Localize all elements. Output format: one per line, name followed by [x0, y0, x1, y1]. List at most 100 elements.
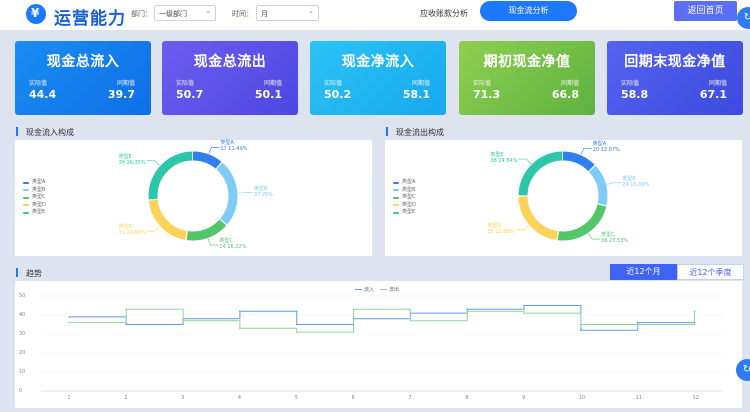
trend-point[interactable] — [523, 304, 525, 307]
slice-label: 类型C 36 23.53% — [601, 232, 628, 244]
donut-slice[interactable] — [148, 151, 238, 241]
kpi-card-total-inflow: 现金总流入 实际值 同期值 44.4 39.7 — [15, 41, 151, 115]
legend-label: 类型E — [32, 209, 46, 215]
legend-item[interactable]: 类型C — [23, 194, 46, 202]
trend-point[interactable] — [182, 319, 184, 322]
trend-point[interactable] — [523, 312, 525, 314]
nav-cashflow[interactable]: 现金流分析 — [480, 1, 577, 21]
trend-point[interactable] — [409, 319, 412, 322]
trend-point[interactable] — [68, 316, 71, 318]
floating-tool-icon[interactable]: ↻ — [737, 7, 750, 29]
nav-receivables[interactable]: 应收账款分析 — [420, 9, 468, 18]
legend-item[interactable]: 类型E — [23, 209, 46, 217]
kpi-period-label: 同期值 — [560, 80, 579, 87]
x-tick-label: 11 — [635, 395, 643, 401]
x-tick-label: 12 — [692, 395, 699, 401]
brand-title: 运营能力 — [54, 9, 126, 29]
kpi-title: 现金净流入 — [341, 54, 415, 70]
kpi-actual-label: 实际值 — [176, 80, 195, 87]
trend-legend-item[interactable]: 流出 — [380, 286, 399, 293]
x-tick-label: 1 — [67, 395, 71, 401]
trend-point[interactable] — [466, 310, 469, 312]
legend-item[interactable]: 类型D — [23, 202, 46, 210]
x-tick-label: 9 — [522, 395, 526, 401]
kpi-period-value: 58.1 — [402, 88, 430, 101]
trend-point[interactable] — [466, 308, 469, 311]
kpi-actual-value: 58.8 — [621, 88, 649, 101]
department-select[interactable]: 一级部门 ⌄ — [154, 5, 216, 21]
legend-swatch — [380, 289, 388, 290]
trend-point[interactable] — [693, 310, 696, 312]
trend-point[interactable] — [68, 321, 71, 324]
donut-slice[interactable] — [518, 151, 608, 241]
trend-point[interactable] — [239, 327, 241, 330]
outflow-donut-panel: 类型A 类型B 类型C 类型D 类型E 类型A 20 12.07% 类型B 24 15.69%… — [385, 140, 742, 256]
kpi-actual-label: 实际值 — [621, 80, 640, 87]
x-tick-label: 4 — [237, 395, 242, 401]
floating-helper-icon[interactable]: ↻ — [736, 359, 750, 381]
donut-slice[interactable] — [148, 151, 238, 241]
trend-point[interactable] — [636, 323, 639, 326]
legend-item[interactable]: 类型E — [393, 209, 416, 217]
trend-point[interactable] — [352, 308, 355, 311]
trend-section-title: 趋势 — [16, 268, 42, 279]
slice-name: 类型A — [592, 141, 607, 148]
slice-label: 类型E 39 26.35% — [119, 154, 146, 166]
trend-legend: 流入 流出 — [355, 286, 399, 293]
slice-leader-line — [518, 158, 532, 165]
legend-swatch — [393, 181, 399, 184]
donut-slice[interactable] — [148, 151, 238, 241]
donut-slice[interactable] — [518, 151, 608, 241]
slice-name: 类型D — [118, 224, 133, 231]
slice-value: 24 15.69% — [622, 181, 650, 188]
tab-last-12-quarters[interactable]: 近12个季度 — [677, 264, 744, 280]
kpi-actual-label: 实际值 — [29, 80, 48, 87]
inflow-section-title: 现金流入构成 — [16, 127, 74, 138]
legend-item[interactable]: 类型B — [23, 187, 46, 195]
slice-label: 类型D 35 22.88% — [487, 223, 514, 235]
time-select-value: 月 — [261, 10, 268, 18]
trend-series-line[interactable] — [69, 308, 696, 333]
legend-label: 类型B — [32, 186, 46, 193]
legend-swatch — [23, 211, 29, 214]
slice-name: 类型D — [487, 222, 502, 229]
slice-label: 类型A 20 12.07% — [593, 141, 620, 153]
trend-point[interactable] — [125, 323, 128, 326]
inflow-donut-chart — [146, 147, 253, 246]
trend-point[interactable] — [580, 323, 582, 326]
legend-label: 流入 — [364, 287, 375, 293]
trend-legend-item[interactable]: 流入 — [355, 286, 374, 293]
kpi-card-total-outflow: 现金总流出 实际值 同期值 50.7 50.1 — [162, 41, 298, 115]
trend-point[interactable] — [295, 331, 298, 333]
slice-name: 类型A — [220, 140, 234, 147]
kpi-card-net-inflow: 现金净流入 实际值 同期值 50.2 58.1 — [310, 41, 446, 115]
legend-item[interactable]: 类型A — [23, 179, 46, 187]
trend-point[interactable] — [295, 323, 298, 326]
legend-label: 类型A — [32, 179, 46, 185]
donut-slice[interactable] — [518, 151, 608, 241]
trend-point[interactable] — [580, 329, 582, 331]
legend-item[interactable]: 类型A — [393, 179, 416, 187]
legend-swatch — [23, 189, 29, 192]
legend-item[interactable]: 类型B — [393, 187, 416, 195]
department-filter-label: 部门： — [131, 10, 152, 18]
time-select[interactable]: 月 ⌄ — [256, 5, 319, 21]
kpi-actual-label: 实际值 — [473, 80, 492, 87]
legend-item[interactable]: 类型D — [393, 202, 416, 210]
trend-point[interactable] — [125, 308, 128, 311]
chevron-down-icon: ⌄ — [308, 7, 314, 15]
legend-label: 类型D — [402, 201, 416, 208]
trend-range-tabs: 近12个月 近12个季度 — [610, 264, 744, 280]
trend-point[interactable] — [636, 321, 639, 324]
donut-slice[interactable] — [148, 151, 238, 241]
trend-point[interactable] — [239, 310, 241, 312]
legend-swatch — [393, 196, 399, 199]
slice-value: 36 23.53% — [601, 238, 629, 245]
y-tick-label: 10 — [19, 369, 26, 375]
legend-item[interactable]: 类型C — [393, 194, 416, 202]
kpi-period-value: 39.7 — [107, 88, 135, 101]
legend-swatch — [393, 189, 399, 192]
time-filter-label: 时间： — [232, 10, 253, 18]
tab-last-12-months[interactable]: 近12个月 — [610, 264, 677, 280]
home-button[interactable]: 返回首页 — [674, 1, 737, 21]
